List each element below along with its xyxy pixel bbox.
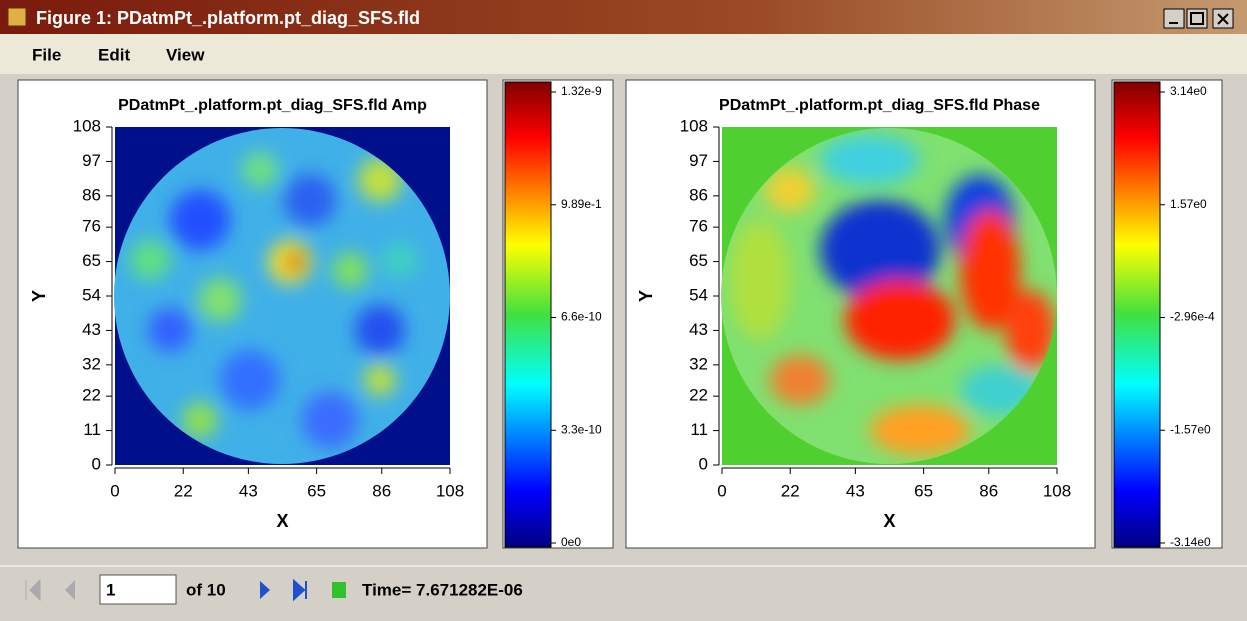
menu-bar (0, 34, 1247, 74)
x-tick-label: 0 (717, 481, 726, 500)
y-tick-label: 97 (689, 151, 708, 170)
app-icon (7, 7, 27, 27)
y-tick-label: 11 (83, 420, 101, 439)
colorbar (1113, 81, 1161, 548)
y-tick-label: 108 (680, 116, 708, 135)
menu-item[interactable]: File (32, 45, 61, 64)
y-tick-label: 108 (73, 116, 101, 135)
x-tick-label: 65 (914, 481, 933, 500)
y-axis-label: Y (29, 290, 49, 302)
x-axis-label: X (276, 511, 288, 531)
y-tick-label: 32 (82, 354, 101, 373)
colorbar (504, 81, 552, 548)
heatmap (114, 127, 450, 465)
window-buttons (1163, 8, 1234, 29)
menu-item[interactable]: View (166, 45, 205, 64)
colorbar-label: 6.6e-10 (561, 310, 602, 324)
title-bar (0, 0, 1247, 34)
time-label: Time= 7.671282E-06 (362, 580, 523, 599)
colorbar-label: 1.32e-9 (561, 84, 602, 98)
y-tick-label: 11 (690, 420, 708, 439)
y-tick-label: 76 (82, 217, 101, 236)
x-tick-label: 22 (781, 481, 800, 500)
y-tick-label: 76 (689, 217, 708, 236)
frame-count: of 10 (186, 580, 226, 599)
colorbar-label: -3.14e0 (1170, 535, 1211, 549)
x-tick-label: 0 (110, 481, 119, 500)
frame-number: 1 (106, 580, 115, 599)
x-tick-label: 65 (307, 481, 326, 500)
y-tick-label: 0 (699, 454, 708, 473)
play-button[interactable] (332, 582, 346, 598)
y-tick-label: 65 (689, 251, 708, 270)
y-tick-label: 43 (82, 320, 101, 339)
y-tick-label: 54 (82, 285, 101, 304)
y-axis-label: Y (636, 290, 656, 302)
x-tick-label: 43 (846, 481, 865, 500)
colorbar-label: 3.3e-10 (561, 422, 602, 436)
y-tick-label: 86 (689, 185, 708, 204)
plot-title: PDatmPt_.platform.pt_diag_SFS.fld Phase (719, 97, 1040, 114)
x-tick-label: 86 (979, 481, 998, 500)
x-tick-label: 108 (1043, 481, 1071, 500)
y-tick-label: 65 (82, 251, 101, 270)
plot-title: PDatmPt_.platform.pt_diag_SFS.fld Amp (118, 97, 427, 114)
x-tick-label: 22 (174, 481, 193, 500)
colorbar-label: 9.89e-1 (561, 197, 602, 211)
y-tick-label: 22 (82, 386, 101, 405)
x-tick-label: 86 (372, 481, 391, 500)
y-tick-label: 22 (689, 386, 708, 405)
x-tick-label: 108 (436, 481, 464, 500)
y-tick-label: 97 (82, 151, 101, 170)
heatmap (721, 127, 1057, 465)
y-tick-label: 54 (689, 285, 708, 304)
colorbar-label: -2.96e-4 (1170, 310, 1215, 324)
colorbar-label: -1.57e0 (1170, 422, 1211, 436)
next-button[interactable] (260, 581, 270, 599)
prev-button[interactable] (65, 580, 75, 600)
y-tick-label: 86 (82, 185, 101, 204)
y-tick-label: 0 (92, 454, 101, 473)
x-axis-label: X (883, 511, 895, 531)
colorbar-label: 3.14e0 (1170, 84, 1207, 98)
menu-item[interactable]: Edit (98, 45, 130, 64)
y-tick-label: 43 (689, 320, 708, 339)
last-button[interactable] (293, 578, 307, 602)
minimize-button[interactable] (1163, 8, 1185, 29)
colorbar-label: 1.57e0 (1170, 197, 1207, 211)
window-title: Figure 1: PDatmPt_.platform.pt_diag_SFS.… (36, 8, 420, 28)
first-button[interactable] (25, 578, 41, 602)
y-tick-label: 32 (689, 354, 708, 373)
colorbar-label: 0e0 (561, 535, 581, 549)
frame-input[interactable] (99, 574, 177, 605)
x-tick-label: 43 (239, 481, 258, 500)
